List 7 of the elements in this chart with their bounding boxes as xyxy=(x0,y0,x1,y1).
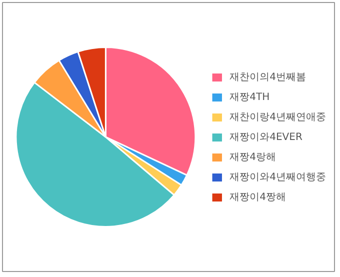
legend-label: 재짱이4짱해 xyxy=(230,190,286,204)
legend-label: 재짱이와4EVER xyxy=(230,130,302,144)
legend-label: 재찬이랑4년째연애중 xyxy=(230,110,326,124)
legend-label: 재짱이와4년째여행중 xyxy=(230,170,326,184)
legend-label: 재짱4TH xyxy=(230,90,270,104)
legend-label: 재짱4랑해 xyxy=(230,150,276,164)
legend-label: 재찬이의4번째봄 xyxy=(230,70,306,84)
